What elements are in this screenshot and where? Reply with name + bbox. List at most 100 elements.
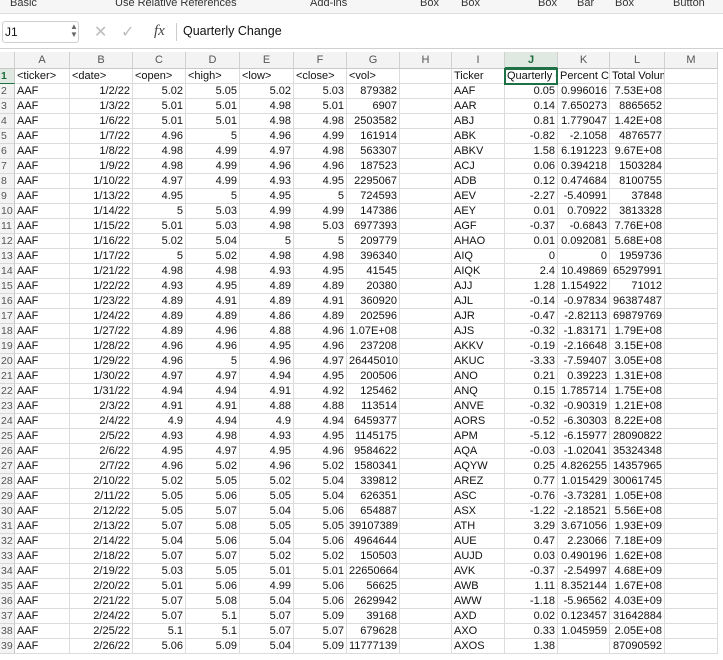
row-header[interactable]: 12 [0,234,15,249]
cell[interactable]: 0.490196 [558,549,610,564]
cell[interactable]: 4.99 [294,129,347,144]
cell[interactable]: 5.05 [294,519,347,534]
cell[interactable]: 4.99 [186,174,240,189]
cell[interactable]: AGF [452,219,505,234]
cell[interactable]: AREZ [452,474,505,489]
cell[interactable]: -2.16648 [558,339,610,354]
cell[interactable]: 1/6/22 [70,114,133,129]
cell[interactable]: -2.1058 [558,129,610,144]
ribbon-button[interactable]: Box [461,0,480,9]
cell[interactable]: 724593 [347,189,400,204]
row-header[interactable]: 36 [0,594,15,609]
cell[interactable]: 1/2/22 [70,84,133,99]
cell[interactable]: 5 [294,234,347,249]
cell[interactable]: 4.98 [133,144,186,159]
cell[interactable] [665,504,718,519]
cell[interactable]: 2/6/22 [70,444,133,459]
cell[interactable]: 7.650273 [558,99,610,114]
row-header[interactable]: 21 [0,369,15,384]
cell[interactable]: 5.06 [294,504,347,519]
column-header[interactable]: B [70,52,133,69]
cell[interactable]: 0.14 [505,99,558,114]
cell[interactable]: -2.54997 [558,564,610,579]
cell[interactable]: 6907 [347,99,400,114]
cell[interactable]: 1/9/22 [70,159,133,174]
cell[interactable]: 2/21/22 [70,594,133,609]
cell[interactable]: AAF [15,414,70,429]
cell[interactable] [400,204,452,219]
cell[interactable]: 5.07 [186,504,240,519]
cell[interactable]: 5.07 [133,609,186,624]
cell[interactable]: 4.99 [240,204,294,219]
cell[interactable] [400,264,452,279]
cell[interactable]: 5 [186,354,240,369]
cell[interactable] [665,414,718,429]
cell[interactable]: 4.89 [133,309,186,324]
cell[interactable] [558,639,610,654]
cell[interactable]: 2503582 [347,114,400,129]
cell[interactable]: -0.03 [505,444,558,459]
cell[interactable]: 4.96 [133,459,186,474]
cell[interactable]: 3.05E+08 [610,354,665,369]
cell[interactable] [400,624,452,639]
cell[interactable] [665,174,718,189]
cell[interactable] [665,324,718,339]
cell[interactable] [665,159,718,174]
cell[interactable]: Total Volume [610,69,665,84]
cell[interactable]: 5.01 [294,564,347,579]
cell[interactable]: 5.03 [294,84,347,99]
cell[interactable]: -0.37 [505,564,558,579]
ribbon-button[interactable]: Add-ins [310,0,348,9]
cell[interactable]: 5.06 [294,534,347,549]
column-header[interactable]: H [400,52,452,69]
cell[interactable] [400,159,452,174]
cell[interactable]: 4.94 [133,384,186,399]
name-box-frame[interactable] [2,21,79,43]
cell[interactable]: 5.04 [240,594,294,609]
cell[interactable]: 5.04 [240,639,294,654]
cell[interactable]: AVK [452,564,505,579]
cell[interactable]: 4.99 [294,204,347,219]
cell[interactable]: AAF [15,549,70,564]
row-header[interactable]: 20 [0,354,15,369]
cell[interactable]: 202596 [347,309,400,324]
cell[interactable]: 161914 [347,129,400,144]
cell[interactable]: AAF [15,519,70,534]
cell[interactable]: 4.89 [240,279,294,294]
cell[interactable]: 4.96 [240,459,294,474]
cell[interactable]: 5 [133,204,186,219]
cell[interactable]: 0.15 [505,384,558,399]
column-header[interactable]: C [133,52,186,69]
cell[interactable]: -0.32 [505,324,558,339]
cell[interactable]: 1.75E+08 [610,384,665,399]
corner[interactable] [0,52,15,69]
row-header[interactable]: 17 [0,309,15,324]
cell[interactable]: AAF [15,609,70,624]
row-header[interactable]: 35 [0,579,15,594]
cell[interactable]: 2/10/22 [70,474,133,489]
cell[interactable] [400,219,452,234]
cell[interactable]: 5.09 [186,639,240,654]
cell[interactable]: 0.02 [505,609,558,624]
cell[interactable]: 30061745 [610,474,665,489]
cell[interactable] [400,69,452,84]
cell[interactable]: ASC [452,489,505,504]
row-header[interactable]: 33 [0,549,15,564]
cell[interactable]: 209779 [347,234,400,249]
cell[interactable]: 4.86 [240,309,294,324]
cell[interactable] [665,189,718,204]
cell[interactable]: 5.05 [186,84,240,99]
cell[interactable]: 4.95 [294,264,347,279]
name-box[interactable]: J1 [5,25,18,39]
ribbon-button[interactable]: Use Relative References [115,0,237,9]
cell[interactable]: 5.01 [186,114,240,129]
cell[interactable]: 0.06 [505,159,558,174]
cell[interactable] [665,99,718,114]
cell[interactable]: 1/28/22 [70,339,133,354]
cell[interactable] [400,489,452,504]
cell[interactable]: -1.02041 [558,444,610,459]
cell[interactable]: AAF [15,294,70,309]
cell[interactable]: 4.95 [133,189,186,204]
cell[interactable] [665,264,718,279]
cell[interactable]: 0.394218 [558,159,610,174]
